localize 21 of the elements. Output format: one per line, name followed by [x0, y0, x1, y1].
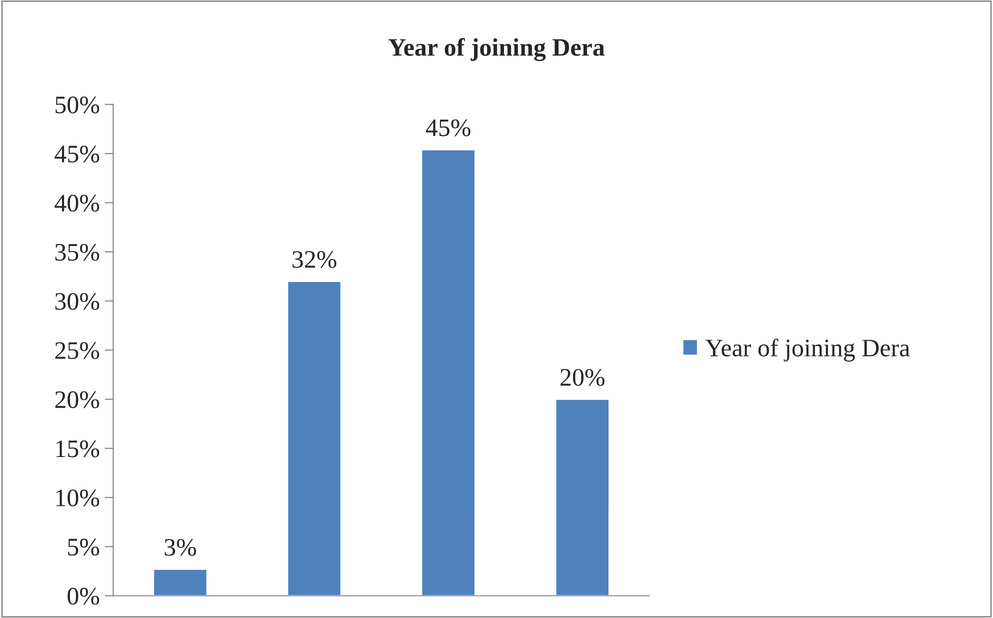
- y-tick-label: 45%: [54, 146, 100, 163]
- bar: [152, 568, 208, 596]
- y-tick-label: 25%: [55, 342, 100, 360]
- y-tick-label: 0%: [68, 588, 100, 605]
- data-label: 32%: [292, 251, 336, 268]
- data-label: 3%: [164, 538, 196, 556]
- y-tick-label: 20%: [55, 391, 100, 408]
- y-tick-label: 35%: [55, 244, 100, 261]
- data-label: 45%: [426, 119, 470, 136]
- y-tick-label: 15%: [56, 440, 100, 458]
- y-tick-label: 5%: [68, 538, 100, 556]
- bar: [420, 148, 476, 596]
- data-label: 20%: [560, 368, 604, 386]
- y-tick-label: 50%: [56, 96, 100, 114]
- y-tick-label: 40%: [54, 194, 100, 212]
- bar: [286, 280, 342, 596]
- bar: [554, 398, 610, 596]
- legend-label: Year of joining Dera: [705, 338, 910, 362]
- chart-title: Year of joining Dera: [388, 38, 605, 62]
- y-tick-label: 30%: [55, 293, 100, 310]
- y-tick-label: 10%: [56, 490, 100, 506]
